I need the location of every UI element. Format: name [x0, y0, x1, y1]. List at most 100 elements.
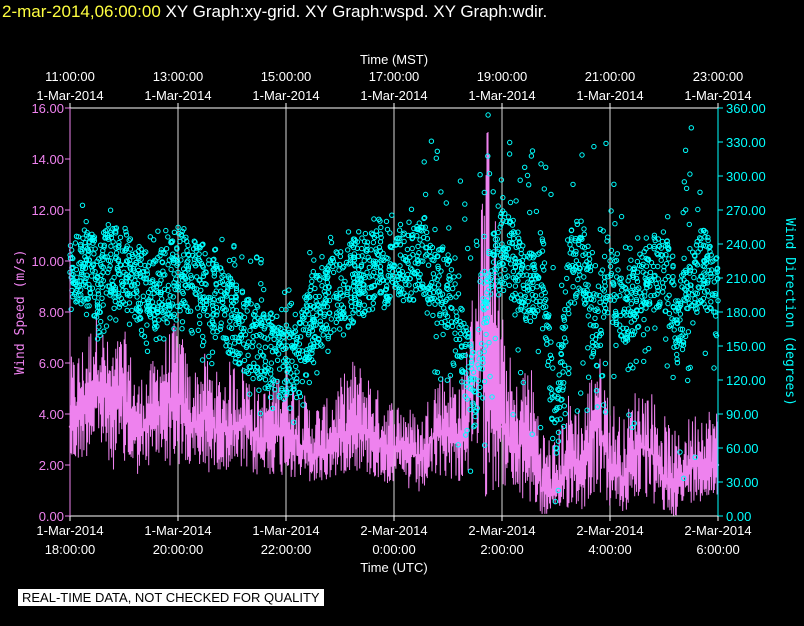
wind-direction-marker [413, 287, 419, 293]
wind-direction-marker [537, 230, 544, 236]
wind-direction-marker [701, 227, 707, 234]
wind-direction-marker [433, 333, 439, 340]
wind-direction-marker [262, 385, 268, 391]
wind-direction-marker [459, 379, 465, 385]
wind-direction-marker [697, 189, 703, 196]
wind-direction-marker [608, 247, 615, 254]
wind-direction-marker [584, 296, 590, 303]
wind-direction-marker [183, 234, 189, 241]
wind-direction-marker [147, 234, 154, 240]
wind-direction-marker [663, 252, 669, 258]
wind-direction-marker [94, 258, 100, 264]
wind-direction-marker [96, 324, 102, 330]
wind-direction-marker [438, 268, 444, 274]
wind-direction-marker [526, 250, 533, 256]
wind-direction-marker [702, 350, 708, 356]
wind-direction-marker [195, 327, 202, 333]
wind-direction-marker [574, 221, 580, 228]
wind-direction-marker [450, 360, 456, 366]
wind-direction-marker [570, 181, 576, 188]
wind-direction-marker [438, 376, 444, 382]
top-axis-title: Time (MST) [360, 52, 428, 67]
wind-direction-marker [250, 375, 256, 382]
wind-direction-marker [512, 277, 518, 283]
wind-direction-marker [361, 312, 367, 319]
wind-direction-marker [617, 328, 623, 334]
wind-direction-marker [397, 221, 404, 228]
wind-direction-marker [281, 379, 288, 385]
wind-direction-marker [200, 333, 206, 340]
wind-direction-marker [221, 304, 227, 311]
wind-direction-marker [507, 199, 514, 206]
wind-direction-marker [351, 262, 358, 268]
top-tick-date: 1-Mar-2014 [684, 88, 751, 103]
wind-direction-marker [661, 267, 667, 274]
wind-direction-marker [568, 299, 574, 305]
bottom-tick-date: 2-Mar-2014 [684, 523, 751, 538]
wind-direction-marker [538, 292, 545, 298]
wind-direction-marker [356, 229, 362, 235]
wind-direction-marker [364, 239, 371, 245]
wind-direction-marker [123, 232, 130, 238]
bottom-tick-date: 2-Mar-2014 [576, 523, 643, 538]
wind-direction-marker [68, 306, 74, 312]
top-tick-date: 1-Mar-2014 [36, 88, 103, 103]
wind-direction-marker [378, 258, 384, 264]
wind-direction-marker [611, 282, 617, 288]
wind-direction-marker [94, 304, 101, 310]
wind-direction-marker [562, 411, 568, 417]
bottom-tick-time: 20:00:00 [153, 542, 204, 557]
wind-direction-marker [468, 343, 474, 350]
wind-direction-marker [373, 258, 379, 265]
wind-direction-marker [598, 327, 604, 334]
wind-direction-marker [643, 246, 649, 252]
wind-direction-marker [529, 285, 536, 292]
wind-direction-marker [651, 235, 657, 241]
wind-direction-marker [179, 319, 186, 325]
wind-direction-marker [191, 285, 197, 292]
wind-direction-marker [588, 264, 594, 270]
wind-direction-marker [677, 300, 684, 306]
wind-direction-marker [174, 245, 180, 251]
wind-direction-marker [515, 347, 521, 353]
wind-direction-marker [457, 178, 464, 184]
wind-direction-marker [651, 273, 657, 279]
wind-direction-marker [292, 328, 299, 335]
wind-direction-marker [307, 249, 313, 256]
wind-direction-marker [464, 396, 470, 402]
right-tick-label: 150.00 [726, 339, 766, 354]
wind-direction-marker [453, 336, 459, 343]
wind-direction-marker [679, 326, 686, 332]
wind-direction-marker [108, 243, 114, 249]
wind-direction-marker [454, 317, 460, 324]
wind-direction-marker [372, 261, 378, 268]
wind-direction-marker [256, 375, 263, 382]
wind-direction-marker [405, 232, 411, 239]
wind-direction-marker [501, 246, 507, 252]
wind-direction-marker [585, 282, 591, 288]
left-axis-title: Wind Speed (m/s) [13, 249, 28, 374]
wind-direction-marker [397, 263, 403, 269]
wind-direction-marker [632, 329, 638, 335]
bottom-tick-date: 2-Mar-2014 [360, 523, 427, 538]
wind-direction-marker [587, 322, 593, 328]
wind-direction-marker [569, 268, 576, 274]
wind-direction-marker [341, 263, 347, 270]
wind-direction-marker [99, 284, 106, 290]
wind-direction-marker [554, 405, 560, 411]
wind-direction-marker [219, 236, 225, 243]
wind-direction-marker [299, 348, 305, 354]
wind-direction-marker [331, 327, 337, 333]
wind-direction-marker [387, 244, 394, 250]
wind-direction-marker [597, 299, 603, 305]
left-tick-label: 6.00 [39, 356, 64, 371]
wind-direction-marker [495, 203, 501, 209]
wind-direction-marker [541, 267, 547, 273]
wind-direction-point [188, 275, 195, 281]
wind-direction-marker [314, 312, 320, 318]
wind-direction-marker [327, 234, 334, 241]
wind-direction-marker [101, 244, 107, 250]
wind-direction-marker [530, 279, 536, 286]
wind-direction-marker [224, 289, 230, 295]
wind-direction-marker [497, 272, 503, 278]
